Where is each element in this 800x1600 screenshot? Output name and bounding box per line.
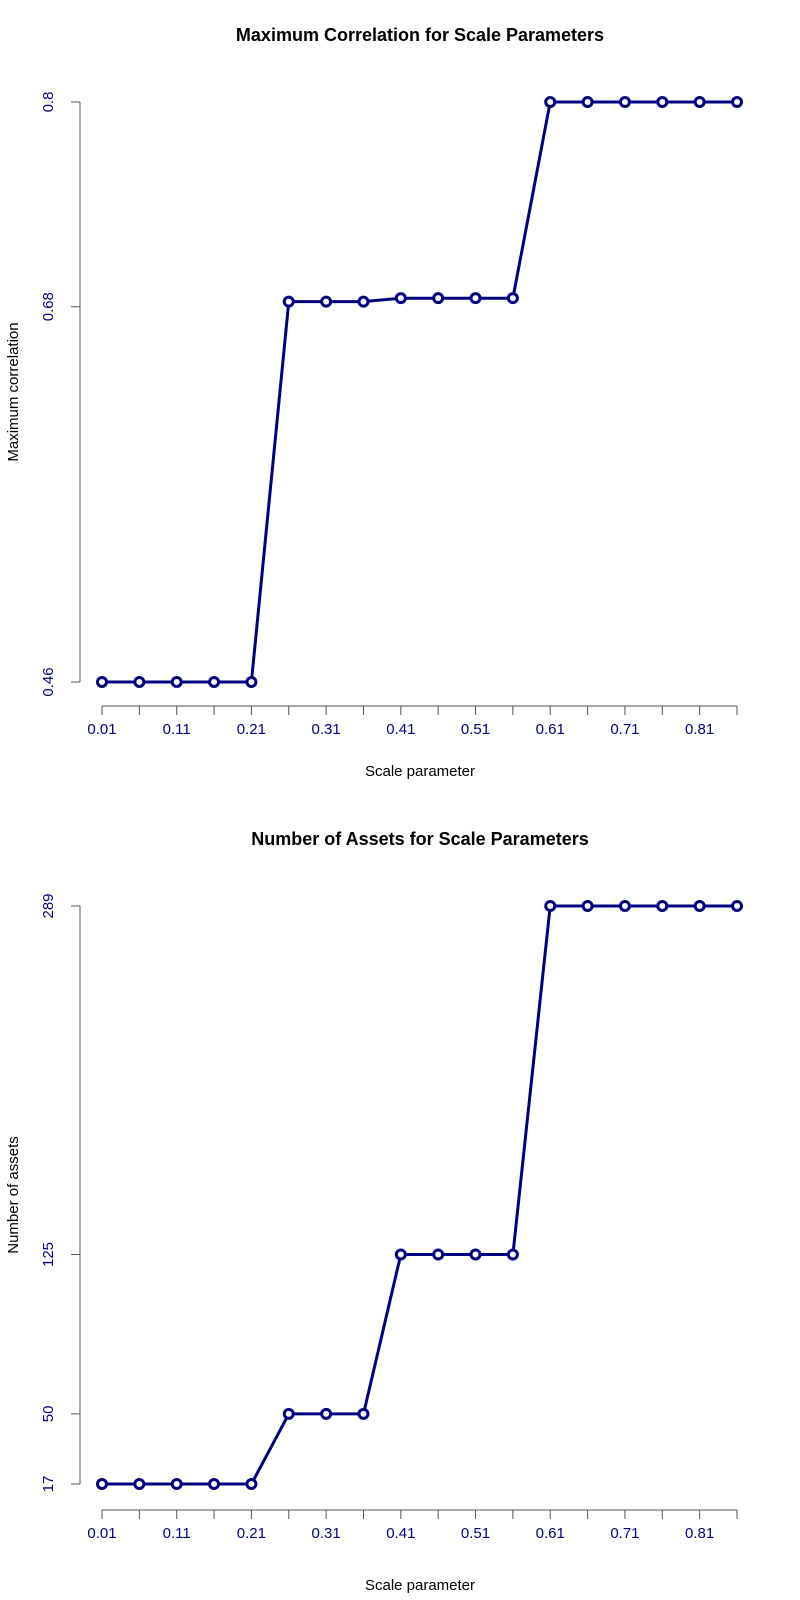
data-point [693, 96, 706, 108]
data-point [731, 900, 743, 912]
x-tick-label: 0.21 [237, 721, 266, 738]
data-point [544, 96, 557, 108]
x-axis-title: Scale parameter [365, 1577, 475, 1594]
data-point [506, 292, 519, 305]
x-tick-label: 0.61 [536, 1525, 565, 1542]
x-tick-label: 0.11 [163, 721, 191, 738]
chart-title: Number of Assets for Scale Parameters [251, 829, 588, 849]
chart-title: Maximum Correlation for Scale Parameters [236, 25, 604, 45]
data-point [96, 1478, 108, 1490]
data-point [618, 900, 631, 912]
x-tick-label: 0.61 [536, 721, 565, 738]
x-tick-label: 0.71 [610, 1525, 639, 1542]
y-tick-label: 0.46 [40, 667, 57, 696]
x-tick-label: 0.21 [237, 1525, 266, 1542]
data-point [656, 96, 669, 108]
x-tick-label: 0.51 [461, 721, 490, 738]
data-point [282, 295, 295, 308]
data-point [394, 292, 407, 305]
data-point [133, 1478, 146, 1490]
x-axis-title: Scale parameter [365, 763, 475, 780]
data-point [693, 900, 706, 912]
data-point [432, 292, 445, 305]
x-tick-label: 0.51 [461, 1525, 490, 1542]
data-point [357, 1407, 370, 1420]
y-tick-label: 0.8 [40, 92, 57, 113]
y-tick-label: 0.68 [40, 292, 57, 321]
data-point [208, 1478, 221, 1490]
data-point [170, 676, 183, 688]
data-point [469, 1248, 482, 1261]
data-point [581, 96, 594, 108]
x-tick-label: 0.11 [163, 1525, 191, 1542]
y-axis-title: Maximum correlation [5, 322, 22, 461]
data-point [170, 1478, 183, 1490]
y-tick-label: 289 [40, 893, 57, 918]
x-tick-label: 0.31 [312, 721, 341, 738]
y-tick-label: 125 [40, 1242, 57, 1267]
chart-panel-2: Number of Assets for Scale Parameters 17 5… [5, 829, 743, 1594]
data-point [544, 900, 557, 912]
data-point [731, 96, 743, 108]
data-point [208, 676, 221, 688]
data-point [506, 1248, 519, 1261]
x-tick-label: 0.31 [312, 1525, 341, 1542]
data-point [581, 900, 594, 912]
y-tick-label: 17 [40, 1476, 57, 1493]
x-tick-label: 0.81 [685, 1525, 714, 1542]
data-point [320, 1407, 333, 1420]
series-line [102, 904, 737, 1486]
data-point [96, 676, 108, 688]
chart-panel-1: Maximum Correlation for Scale Parameters… [5, 25, 743, 780]
x-tick-label: 0.01 [87, 721, 116, 738]
data-point [133, 676, 146, 688]
data-point [469, 292, 482, 305]
data-point [394, 1248, 407, 1261]
data-point [357, 295, 370, 308]
data-point [432, 1248, 445, 1261]
x-tick-label: 0.71 [610, 721, 639, 738]
x-tick-label: 0.01 [87, 1525, 116, 1542]
data-point [245, 676, 258, 688]
data-point [320, 295, 333, 308]
x-tick-label: 0.81 [685, 721, 714, 738]
y-axis-title: Number of assets [5, 1136, 22, 1254]
data-point [282, 1407, 295, 1420]
series-line [102, 100, 737, 684]
x-tick-label: 0.41 [386, 721, 415, 738]
data-point [245, 1478, 258, 1490]
y-tick-label: 50 [40, 1406, 57, 1423]
data-point [618, 96, 631, 108]
data-point [656, 900, 669, 912]
x-tick-label: 0.41 [386, 1525, 415, 1542]
